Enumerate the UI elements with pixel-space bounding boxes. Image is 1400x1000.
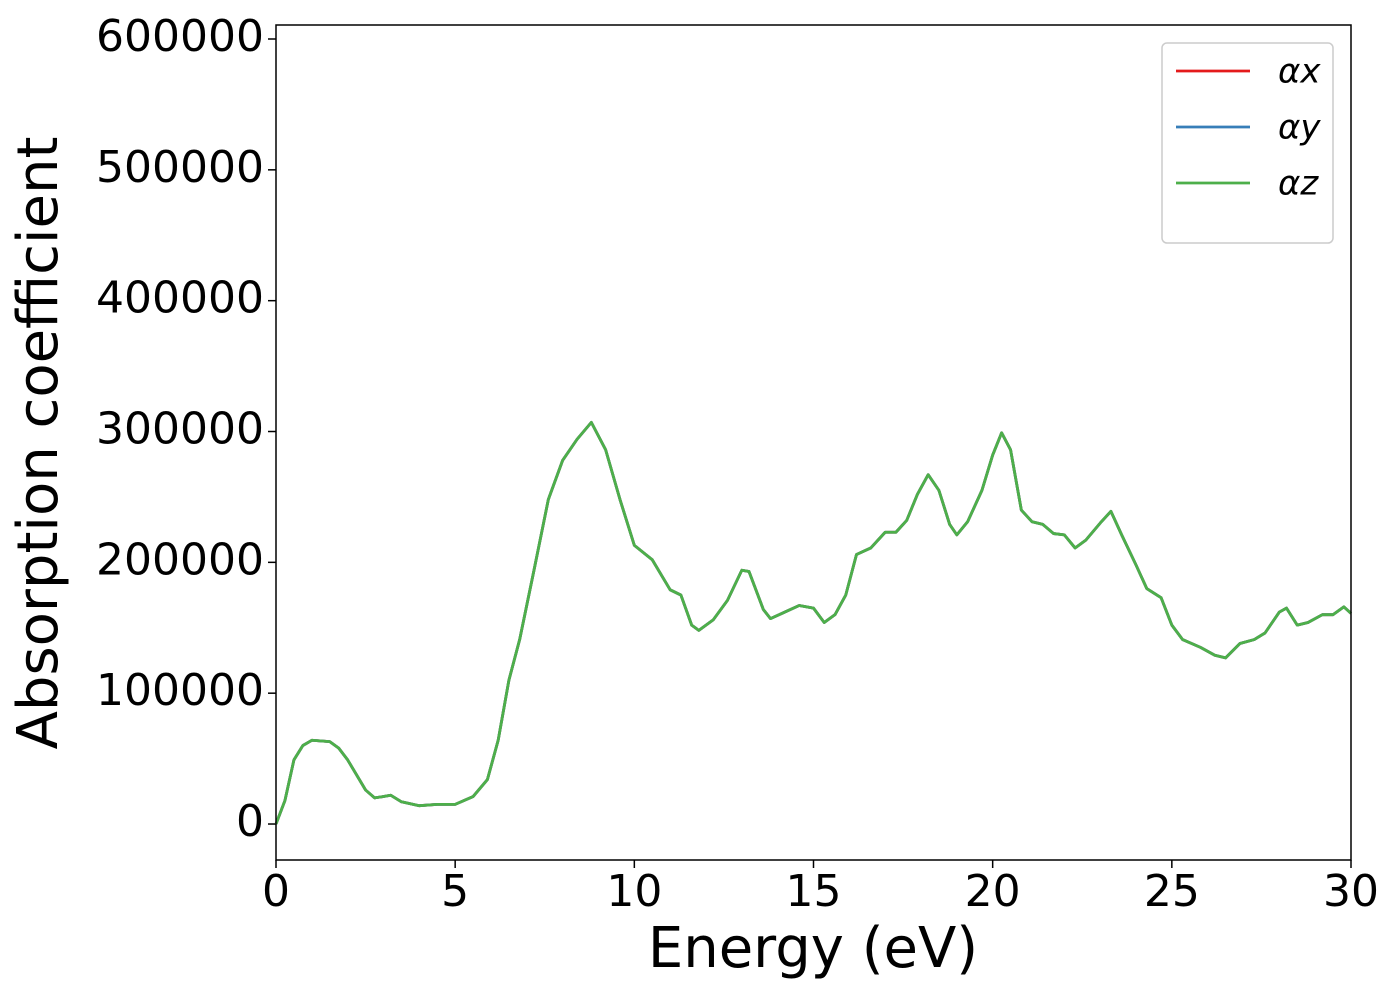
x-tick-label: 15 bbox=[786, 866, 842, 917]
y-tick-label: 300000 bbox=[96, 404, 264, 455]
y-tick-label: 100000 bbox=[96, 665, 264, 716]
y-tick-label: 0 bbox=[236, 796, 264, 847]
legend-label: αx bbox=[1278, 52, 1321, 92]
legend-label: αy bbox=[1278, 108, 1321, 148]
y-tick-label: 400000 bbox=[96, 273, 264, 324]
x-tick-label: 5 bbox=[441, 866, 469, 917]
legend-box bbox=[1161, 42, 1334, 244]
x-tick-label: 10 bbox=[606, 866, 662, 917]
data-line bbox=[274, 420, 1352, 825]
x-tick-label: 0 bbox=[262, 866, 290, 917]
plot-frame bbox=[275, 24, 1352, 861]
x-tick-label: 30 bbox=[1323, 866, 1379, 917]
x-tick-label: 25 bbox=[1144, 866, 1200, 917]
y-tick-label: 600000 bbox=[96, 11, 264, 62]
data-line bbox=[274, 420, 1352, 825]
y-tick-label: 500000 bbox=[96, 142, 264, 193]
data-line bbox=[274, 420, 1352, 825]
legend-label: αz bbox=[1278, 164, 1319, 204]
legend: αx αy αz bbox=[1161, 42, 1334, 244]
x-axis-label: Energy (eV) bbox=[648, 916, 978, 981]
y-axis-label: Absorption coefficient bbox=[6, 137, 71, 750]
y-tick-label: 200000 bbox=[96, 534, 264, 585]
x-tick-label: 20 bbox=[965, 866, 1021, 917]
